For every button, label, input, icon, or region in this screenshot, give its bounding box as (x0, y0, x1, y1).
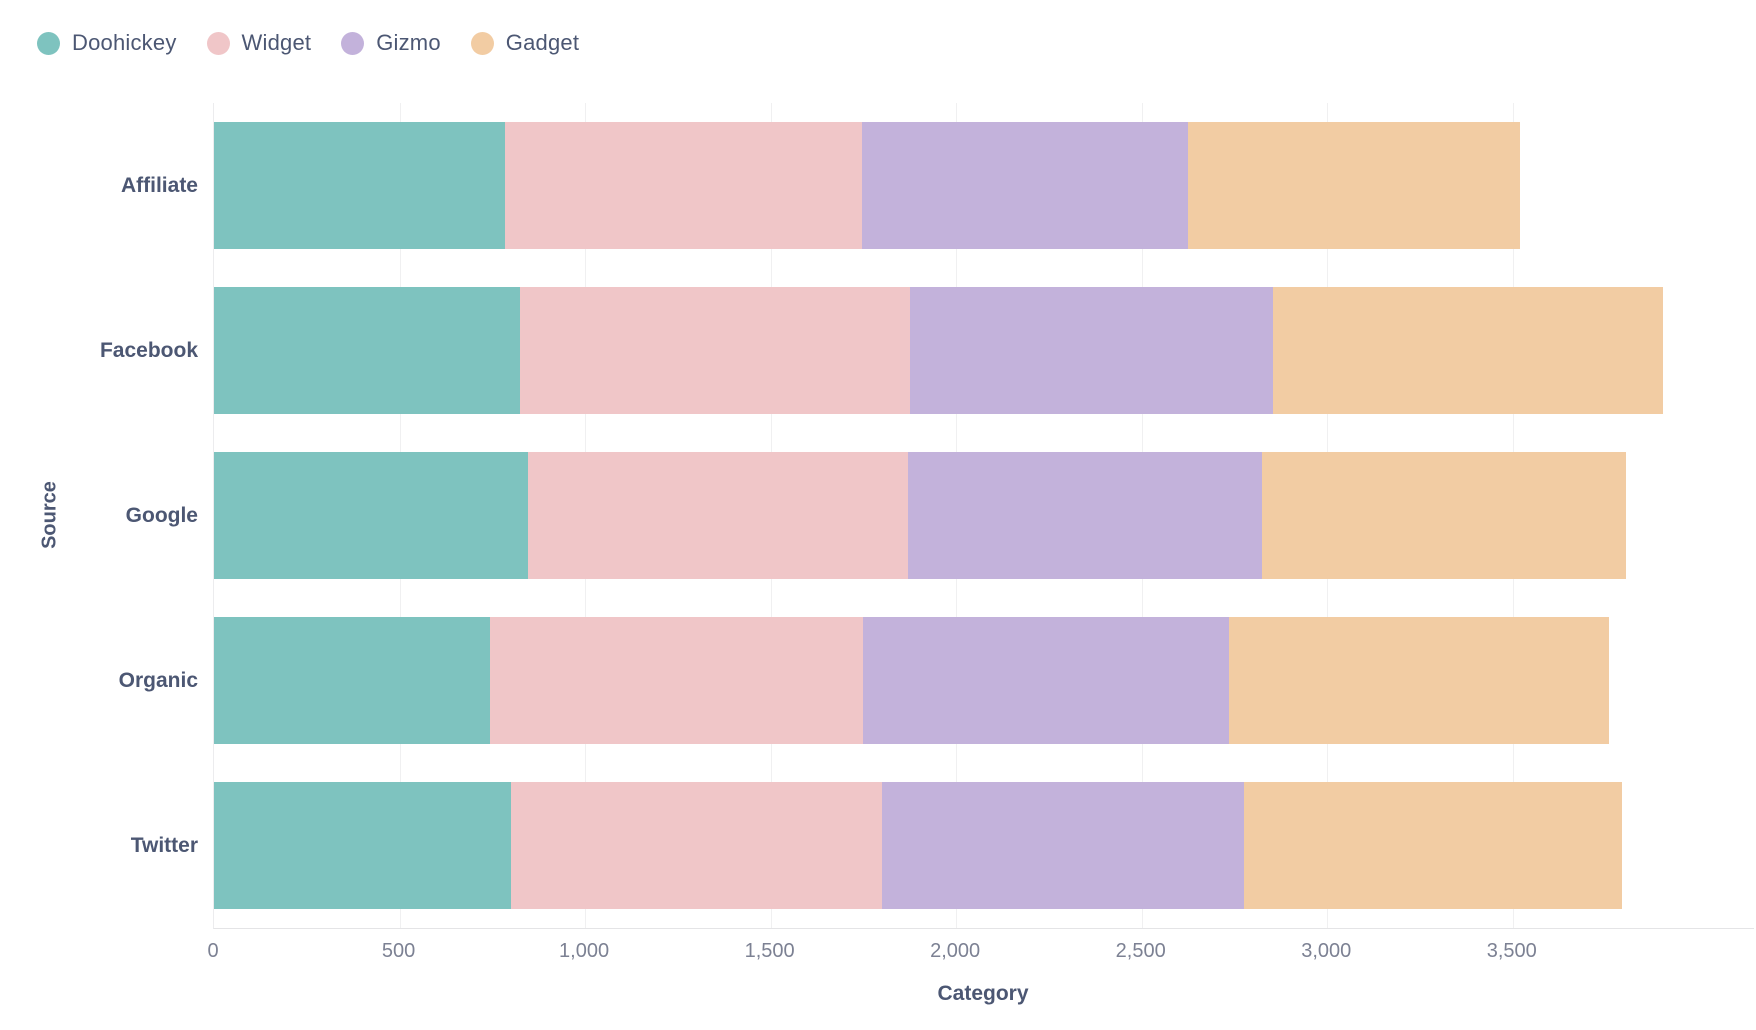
y-axis-labels: Affiliate Facebook Google Organic Twitter (0, 103, 198, 928)
bar-segment-organic-widget[interactable] (490, 617, 864, 744)
bar-rows (214, 103, 1754, 928)
y-axis-label-google: Google (125, 503, 198, 527)
y-axis-label-twitter: Twitter (130, 833, 198, 857)
x-axis-tick-label-3000: 3,000 (1301, 940, 1352, 962)
bar-stack-google (214, 452, 1754, 579)
bar-stack-organic (214, 617, 1754, 744)
legend-swatch-icon (470, 31, 494, 55)
bar-segment-google-widget[interactable] (527, 452, 908, 579)
legend-label: Widget (241, 30, 312, 55)
x-axis-tick-label-2000: 2,000 (930, 940, 981, 962)
bar-segment-affiliate-gadget[interactable] (1188, 122, 1521, 249)
bar-segment-google-doohickey[interactable] (214, 452, 528, 579)
bar-segment-facebook-widget[interactable] (520, 287, 910, 414)
bar-segment-facebook-gadget[interactable] (1273, 287, 1664, 414)
bar-segment-organic-gizmo[interactable] (863, 617, 1229, 744)
legend-swatch-icon (206, 31, 230, 55)
bar-segment-affiliate-doohickey[interactable] (214, 122, 506, 249)
x-axis-tick-label-2500: 2,500 (1115, 940, 1166, 962)
legend-item-doohickey[interactable]: Doohickey (37, 30, 177, 56)
bar-segment-google-gadget[interactable] (1262, 452, 1626, 579)
x-axis-tick-label-500: 500 (381, 940, 416, 962)
bar-row-twitter (214, 763, 1754, 928)
bar-segment-twitter-doohickey[interactable] (214, 782, 511, 909)
legend-item-gizmo[interactable]: Gizmo (341, 30, 441, 56)
bar-segment-twitter-widget[interactable] (510, 782, 882, 909)
plot-area (213, 103, 1754, 929)
y-axis-label-facebook: Facebook (99, 338, 198, 362)
legend-swatch-icon (341, 31, 365, 55)
legend-label: Gadget (505, 30, 580, 55)
bar-segment-affiliate-widget[interactable] (505, 122, 862, 249)
y-axis-label-organic: Organic (118, 668, 198, 692)
bar-stack-affiliate (214, 122, 1754, 249)
bar-segment-facebook-doohickey[interactable] (214, 287, 521, 414)
bar-segment-twitter-gadget[interactable] (1243, 782, 1623, 909)
y-axis-label-affiliate: Affiliate (120, 173, 198, 197)
legend-label: Gizmo (376, 30, 441, 55)
bar-stack-facebook (214, 287, 1754, 414)
bar-row-affiliate (214, 103, 1754, 268)
bar-row-organic (214, 598, 1754, 763)
x-axis-tick-label-1000: 1,000 (559, 940, 610, 962)
x-axis-tick-label-1500: 1,500 (744, 940, 795, 962)
x-axis-ticks: 0 500 1,000 1,500 2,000 2,500 3,000 3,500 (207, 940, 1753, 970)
bar-segment-facebook-gizmo[interactable] (909, 287, 1274, 414)
bar-segment-google-gizmo[interactable] (907, 452, 1263, 579)
x-axis-tick-label-0: 0 (207, 940, 219, 962)
legend-swatch-icon (37, 31, 60, 55)
bar-stack-twitter (214, 782, 1754, 909)
bar-segment-affiliate-gizmo[interactable] (861, 122, 1189, 249)
x-axis-tick-label-3500: 3,500 (1486, 940, 1537, 962)
legend-label: Doohickey (72, 30, 177, 55)
bar-row-google (214, 433, 1754, 598)
bar-segment-organic-doohickey[interactable] (214, 617, 491, 744)
y-axis-title: Source (38, 481, 61, 549)
bar-row-facebook (214, 268, 1754, 433)
legend-item-gadget[interactable]: Gadget (470, 30, 580, 56)
bar-segment-twitter-gizmo[interactable] (881, 782, 1244, 909)
bar-segment-organic-gadget[interactable] (1228, 617, 1610, 744)
x-axis-title: Category (937, 982, 1029, 1005)
legend: Doohickey Widget Gizmo Gadget (37, 30, 579, 56)
legend-item-widget[interactable]: Widget (206, 30, 312, 56)
